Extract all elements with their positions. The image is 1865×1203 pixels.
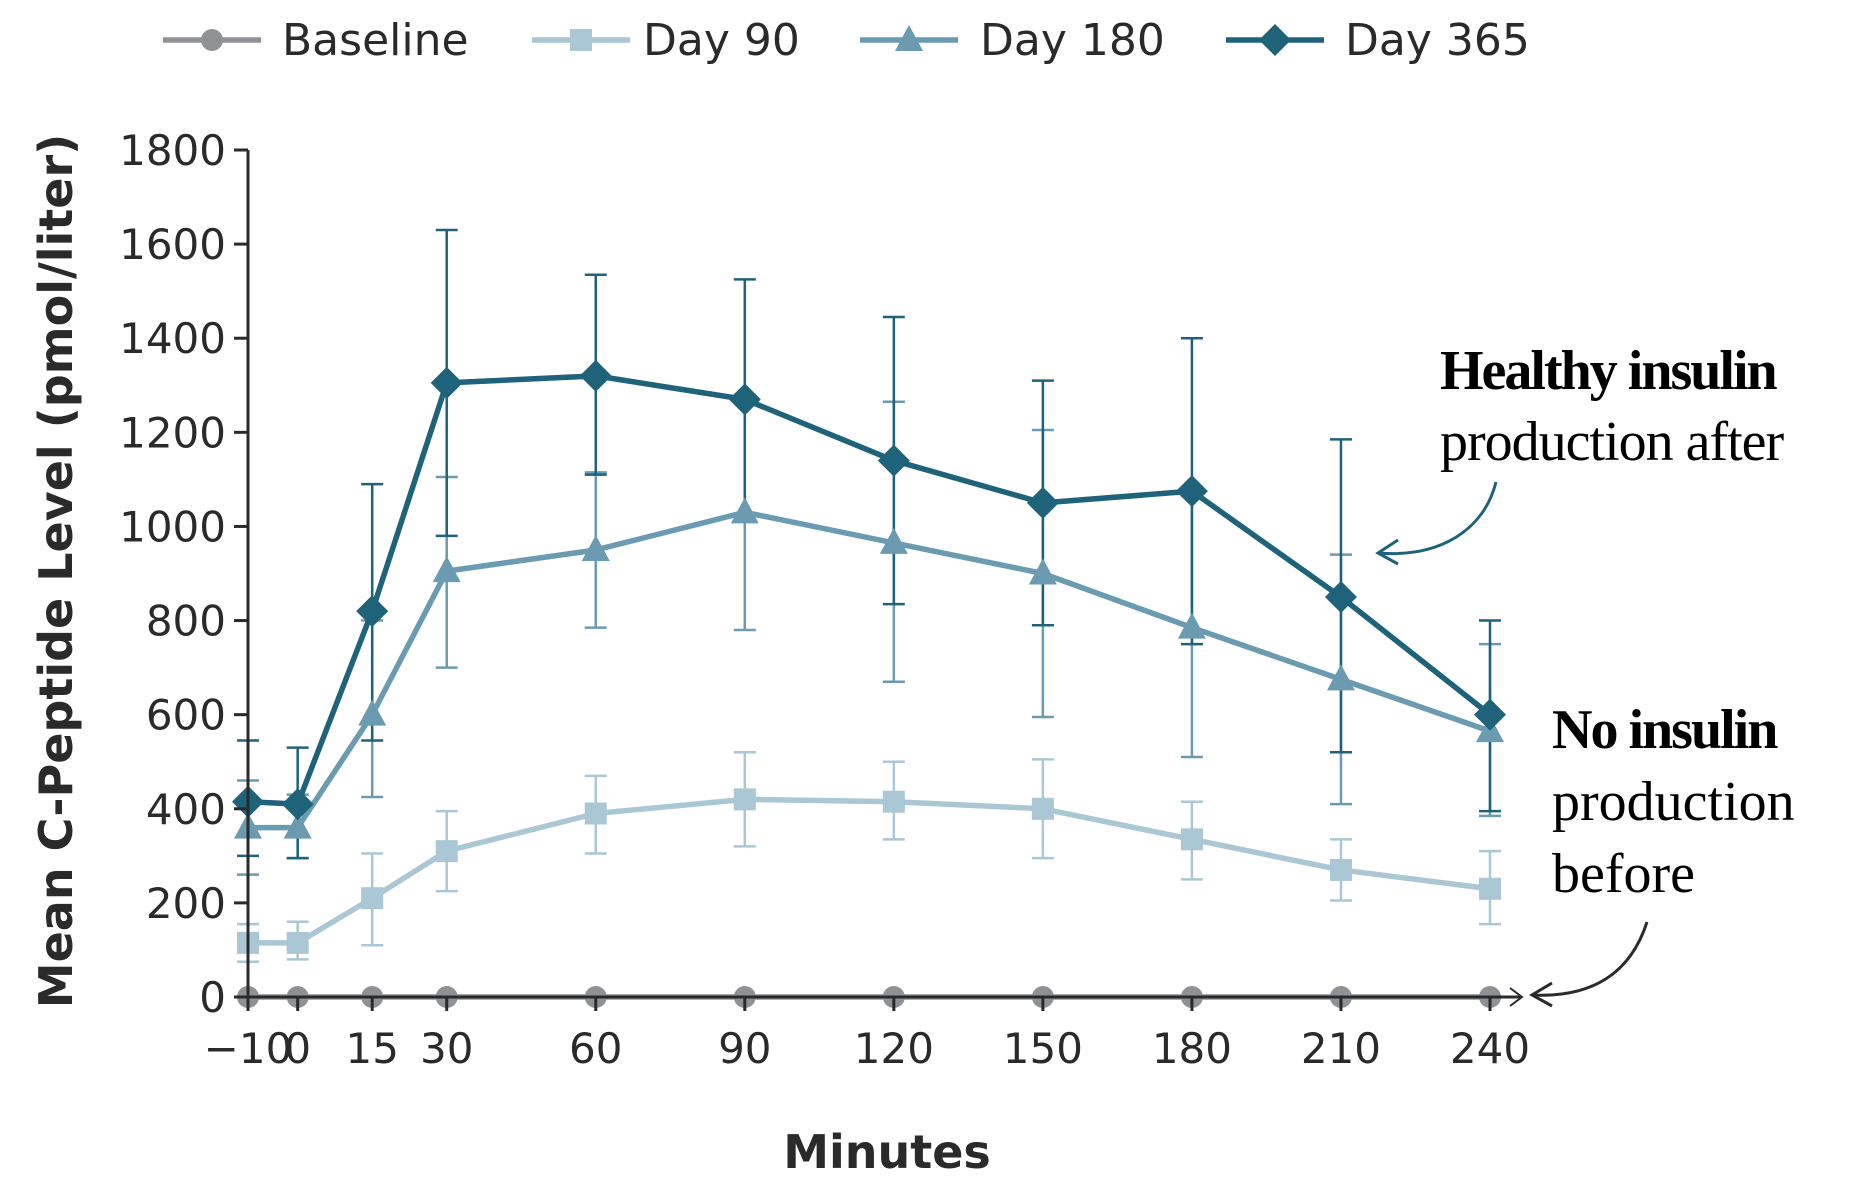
- legend-label: Day 365: [1345, 15, 1530, 66]
- data-point: [1329, 858, 1352, 881]
- legend-marker: [201, 29, 223, 51]
- x-axis-title: Minutes: [783, 1125, 991, 1179]
- annotation-before: No insulin production before: [1528, 699, 1795, 1008]
- annotation-after-regular: production after: [1440, 411, 1785, 473]
- annotation-after-bold: Healthy insulin: [1440, 340, 1778, 402]
- y-tick-label: 1800: [119, 126, 226, 175]
- series-line: [248, 509, 1491, 831]
- legend: Baseline Day 90 Day 180 Day 365: [163, 15, 1530, 66]
- y-tick-label: 600: [146, 691, 226, 740]
- annotation-before-arrowhead: [1528, 981, 1553, 1008]
- data-point: [1177, 612, 1206, 639]
- error-bars: [237, 228, 1501, 963]
- x-tick-label: 60: [569, 1024, 622, 1073]
- x-tick-label: 0: [284, 1024, 311, 1073]
- y-tick-label: 1600: [119, 220, 226, 269]
- y-axis-title: Mean C-Peptide Level (pmol/liter): [29, 134, 83, 1008]
- data-point: [882, 790, 905, 813]
- y-tick-label: 400: [146, 785, 226, 834]
- data-point: [877, 444, 910, 477]
- legend-marker: [895, 25, 923, 51]
- data-point: [358, 699, 387, 726]
- series-line: [248, 796, 1491, 946]
- x-tick-label: 120: [854, 1024, 934, 1073]
- legend-label: Day 180: [980, 15, 1165, 66]
- x-tick-label: 15: [345, 1024, 398, 1073]
- annotation-after: Healthy insulin production after: [1375, 340, 1786, 566]
- data-point: [579, 359, 612, 392]
- x-tick-label: 210: [1301, 1024, 1381, 1073]
- x-axis-end: [1509, 987, 1524, 1007]
- data-point: [1479, 877, 1501, 900]
- y-tick-label: 1200: [119, 408, 226, 457]
- data-point: [1324, 581, 1357, 614]
- y-tick-label: 0: [199, 973, 226, 1022]
- data-point: [584, 802, 607, 825]
- data-point: [430, 366, 463, 399]
- data-point: [733, 788, 756, 811]
- x-tick-label: −10: [204, 1024, 293, 1073]
- data-point: [730, 497, 759, 524]
- annotation-before-line2: production: [1552, 771, 1795, 833]
- x-tick-label: 240: [1450, 1024, 1530, 1073]
- data-point: [728, 383, 761, 416]
- data-point: [432, 556, 461, 583]
- data-point: [356, 595, 389, 628]
- annotation-after-arrowhead: [1375, 538, 1399, 566]
- data-point: [1026, 486, 1059, 519]
- legend-label: Baseline: [282, 15, 469, 66]
- data-point: [283, 812, 312, 839]
- legend-marker: [570, 29, 592, 51]
- x-tick-label: 150: [1003, 1024, 1083, 1073]
- data-point: [1180, 828, 1203, 851]
- data-point: [581, 534, 610, 561]
- y-tick-label: 200: [146, 879, 226, 928]
- data-point: [361, 887, 384, 910]
- annotation-before-line3: before: [1552, 843, 1695, 905]
- x-tick-label: 90: [718, 1024, 771, 1073]
- annotation-before-bold: No insulin: [1552, 699, 1778, 761]
- data-point: [281, 788, 314, 821]
- data-point: [1474, 698, 1506, 731]
- legend-marker: [1259, 24, 1291, 56]
- y-tick-label: 800: [146, 597, 226, 646]
- x-tick-label: 180: [1152, 1024, 1232, 1073]
- data-point: [879, 527, 908, 554]
- data-point: [1028, 558, 1057, 585]
- y-tick-label: 1400: [119, 314, 226, 363]
- annotation-after-arrow: [1377, 481, 1498, 556]
- data-point: [435, 840, 458, 863]
- series-lines: [247, 373, 1492, 1000]
- legend-label: Day 90: [643, 15, 800, 66]
- data-point: [286, 931, 309, 954]
- y-tick-label: 1000: [119, 502, 226, 551]
- annotation-before-arrow: [1531, 921, 1649, 997]
- data-point: [1031, 797, 1054, 820]
- x-tick-label: 30: [420, 1024, 473, 1073]
- data-point: [1326, 664, 1355, 691]
- axes: 0 200 400 600 800 1000 1200 1400 1600 1800 −100 15 3…: [119, 126, 1530, 1073]
- data-point: [1175, 475, 1208, 508]
